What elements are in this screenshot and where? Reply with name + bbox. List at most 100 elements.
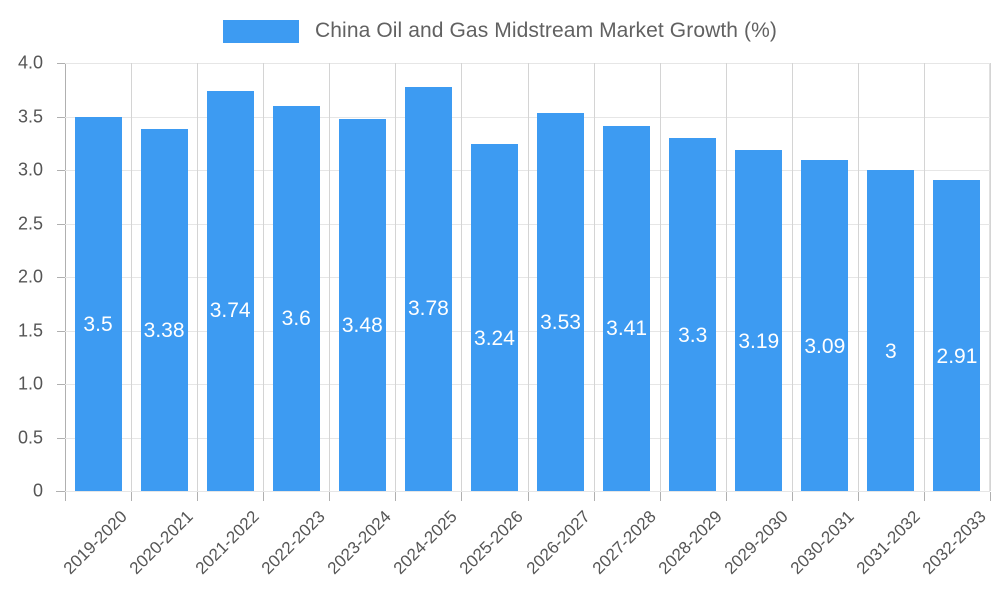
bar-value-label: 3.19: [738, 329, 780, 353]
x-axis-tick-label: 2022-2023: [258, 507, 329, 578]
bar[interactable]: [140, 129, 188, 491]
x-axis-tick-label: 2023-2024: [324, 507, 396, 578]
x-axis-tick-label: 2030-2031: [786, 507, 858, 578]
bar[interactable]: [338, 118, 386, 491]
y-axis-tick-mark: [57, 491, 65, 492]
x-axis-tick-mark: [65, 492, 66, 501]
chart-legend: China Oil and Gas Midstream Market Growt…: [0, 14, 1000, 48]
bar[interactable]: [801, 160, 849, 491]
bar[interactable]: [206, 90, 254, 491]
bar-value-label: 3.09: [804, 335, 846, 359]
x-axis-tick-mark: [726, 492, 727, 501]
y-axis-tick-label: 1.5: [17, 320, 43, 340]
x-axis-tick-label: 2027-2028: [588, 507, 660, 578]
bar[interactable]: [669, 137, 717, 491]
gridline-vertical: [924, 63, 925, 491]
gridline-vertical: [263, 63, 264, 491]
bar-value-label: 3: [885, 340, 897, 363]
y-axis-tick-label: 1.0: [17, 373, 43, 394]
gridline-horizontal: [65, 223, 990, 225]
x-axis-tick-mark: [197, 492, 198, 501]
y-axis-tick-label: 4.0: [17, 52, 43, 73]
gridline-vertical: [197, 63, 198, 491]
bar-value-label: 2.91: [936, 344, 978, 368]
x-axis-tick-label: 2026-2027: [522, 507, 594, 578]
gridline-vertical: [395, 63, 396, 491]
bar[interactable]: [603, 126, 651, 491]
x-axis-tick-label: 2024-2025: [390, 507, 462, 578]
bar[interactable]: [74, 116, 122, 491]
x-axis-tick-label: 2025-2026: [456, 507, 528, 578]
y-axis-tick-label: 3.0: [17, 159, 43, 180]
legend-color-swatch: [223, 19, 300, 43]
y-axis-tick-mark: [57, 170, 65, 171]
bar[interactable]: [470, 144, 518, 491]
gridline-vertical: [990, 63, 991, 491]
x-axis-tick-mark: [131, 492, 132, 501]
plot-area: 0 0.5 1.0 1.5 2.0 2.5 3.0 3.5 4.0 3.5 3.38 3.74 3.6…: [18, 53, 991, 578]
gridline-vertical: [858, 63, 859, 491]
x-axis-tick-mark: [461, 492, 462, 501]
x-axis-tick-label: 2028-2029: [654, 507, 726, 578]
bar-value-label: 3.5: [83, 312, 113, 336]
y-axis-tick-mark: [57, 63, 65, 64]
gridline-horizontal: [65, 330, 990, 332]
legend-series-label: China Oil and Gas Midstream Market Growt…: [315, 19, 777, 42]
bar[interactable]: [272, 105, 320, 491]
x-axis-tick-mark: [395, 492, 396, 501]
bar[interactable]: [867, 170, 915, 491]
y-axis-tick-label: 0: [32, 480, 43, 501]
x-axis-tick-mark: [858, 492, 859, 501]
x-axis-tick-mark: [528, 492, 529, 501]
gridline-horizontal: [65, 491, 990, 492]
y-axis-tick-mark: [57, 330, 65, 332]
x-axis-tick-mark: [990, 492, 991, 501]
bar[interactable]: [735, 149, 783, 491]
x-axis-tick-label: 2031-2032: [852, 507, 924, 578]
gridline-vertical: [726, 63, 727, 491]
x-axis-tick-mark: [263, 492, 264, 501]
y-axis-tick-mark: [57, 223, 65, 225]
y-axis-tick-label: 0.5: [17, 427, 43, 447]
x-axis-tick-label: 2032-2033: [918, 507, 990, 578]
gridline-vertical: [660, 63, 661, 491]
y-axis-tick-mark: [57, 277, 65, 278]
x-axis-tick-mark: [924, 492, 925, 501]
bar-value-label: 3.38: [143, 319, 185, 343]
gridline-horizontal: [65, 170, 990, 171]
y-axis-tick-label: 2.0: [17, 266, 43, 287]
y-axis-tick-mark: [57, 384, 65, 385]
bar-value-label: 3.53: [540, 310, 581, 334]
bar-value-label: 3.6: [281, 307, 311, 330]
bar[interactable]: [933, 179, 981, 491]
bar-value-label: 3.48: [341, 313, 383, 337]
gridline-vertical: [528, 63, 529, 491]
x-axis-tick-mark: [594, 492, 595, 501]
gridline-horizontal: [65, 277, 990, 278]
gridline-horizontal: [65, 63, 990, 64]
x-axis-tick-mark: [660, 492, 661, 501]
gridline-horizontal: [65, 437, 990, 439]
gridline-horizontal: [65, 116, 990, 118]
bar-value-label: 3.74: [209, 299, 251, 323]
bar-value-label: 3.3: [678, 323, 708, 347]
bar-value-label: 3.78: [407, 297, 449, 321]
bar[interactable]: [537, 113, 585, 491]
bar-value-label: 3.24: [474, 326, 515, 350]
gridline-vertical: [594, 63, 595, 491]
gridline-vertical: [131, 63, 132, 491]
gridline-vertical: [792, 63, 793, 491]
x-axis-tick-label: 2029-2030: [720, 507, 792, 578]
x-axis-tick-mark: [329, 492, 330, 501]
gridline-vertical: [329, 63, 330, 491]
y-axis-tick-label: 2.5: [17, 213, 43, 233]
x-axis-tick-label: 2020-2021: [125, 507, 197, 578]
y-axis-tick-mark: [57, 437, 65, 439]
y-axis-tick-label: 3.5: [17, 106, 43, 126]
gridline-horizontal: [65, 384, 990, 385]
bar[interactable]: [404, 86, 452, 491]
x-axis-tick-label: 2021-2022: [191, 507, 263, 578]
x-axis-tick-label: 2019-2020: [59, 507, 131, 578]
gridline-vertical: [461, 63, 462, 491]
